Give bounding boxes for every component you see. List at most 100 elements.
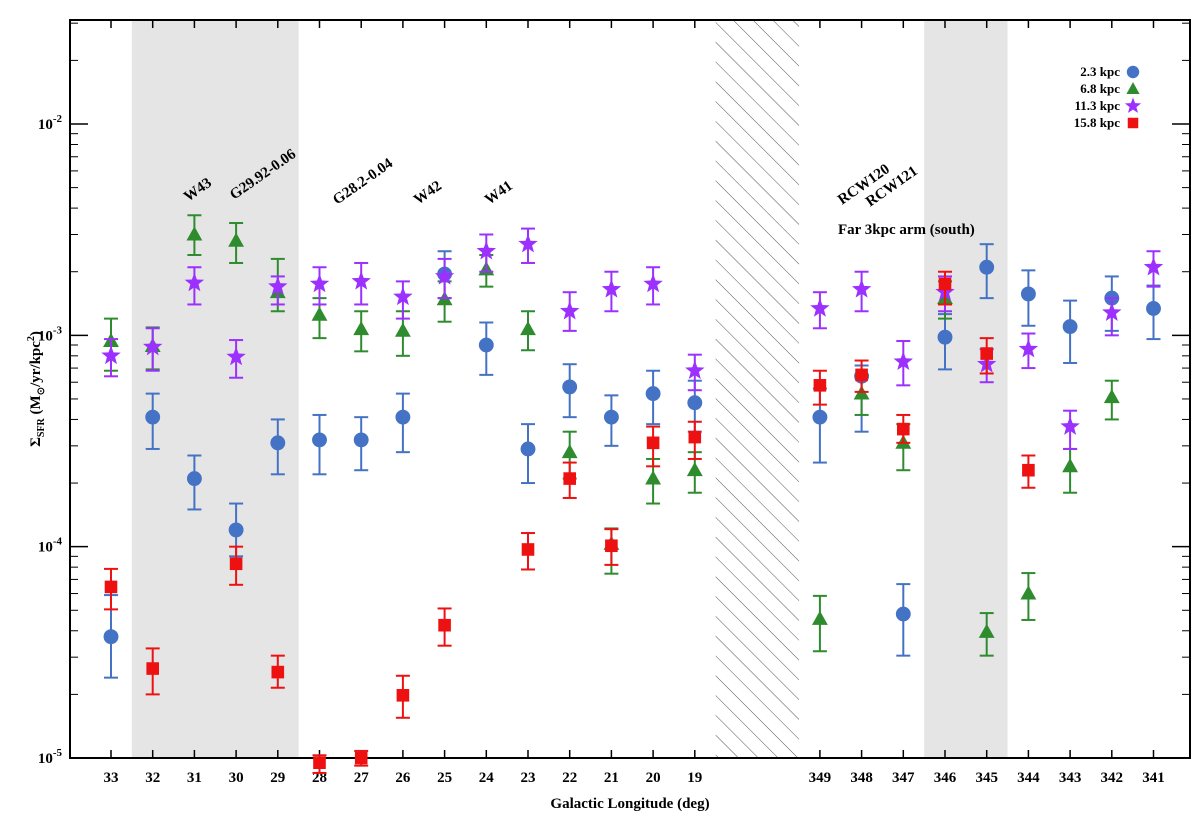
data-point-circle <box>1020 286 1036 302</box>
data-point-square <box>313 756 326 770</box>
data-point-star <box>101 345 121 365</box>
plot-frame <box>69 19 1191 759</box>
y-axis-title-part: 2 <box>26 336 37 341</box>
data-point-circle <box>603 409 619 425</box>
data-point-square <box>688 430 702 444</box>
hatched-gap-region <box>715 20 800 758</box>
y-tick-label: 10-4 <box>38 536 63 556</box>
data-point-star <box>601 279 622 298</box>
data-point-star <box>434 266 455 285</box>
annotation-label: Far 3kpc arm (south) <box>838 222 975 238</box>
data-point-square <box>521 543 535 556</box>
data-point-circle <box>812 409 828 425</box>
x-tick-label: 348 <box>850 770 873 786</box>
data-point-square <box>271 665 285 679</box>
x-axis-title: Galactic Longitude (deg) <box>550 796 709 812</box>
y-axis-title-part: (M <box>28 395 44 418</box>
x-tick-label: 345 <box>975 770 998 786</box>
x-tick-label: 33 <box>104 770 119 786</box>
data-point-square <box>354 751 368 765</box>
x-tick-label: 29 <box>270 770 285 786</box>
data-point-circle <box>1146 301 1161 316</box>
x-tick-label: 23 <box>521 770 536 786</box>
data-point-circle <box>645 386 661 402</box>
data-point-circle <box>520 441 536 457</box>
data-point-circle <box>353 432 369 448</box>
data-point-circle <box>270 435 286 451</box>
x-tick-label: 30 <box>229 770 244 786</box>
data-point-square <box>813 379 827 392</box>
x-tick-label: 342 <box>1101 770 1124 786</box>
data-point-square <box>1022 463 1035 477</box>
data-point-triangle <box>520 320 536 336</box>
annotations: W43 G29.92-0.06 G28.2-0.04 W42 W41 RCW120RCW1… <box>181 146 975 238</box>
data-point-triangle <box>1126 82 1140 94</box>
data-point-square <box>605 539 618 553</box>
data-series <box>101 214 1164 774</box>
data-point-star <box>184 272 205 292</box>
data-point-star <box>643 273 663 293</box>
x-tick-label: 24 <box>479 770 495 786</box>
annotation-label: W42 <box>411 178 445 208</box>
x-tick-label: 28 <box>312 770 327 786</box>
data-point-star <box>143 336 163 356</box>
legend-label: 11.3 kpc <box>1074 98 1120 113</box>
y-axis-title-part: Σ <box>28 437 44 447</box>
y-axis-title: ΣSFR (M⊙/yr/kpc2) <box>26 331 47 447</box>
x-tick-label: 347 <box>892 770 915 786</box>
y-tick-label: 10-5 <box>38 747 63 767</box>
data-point-star <box>226 346 246 366</box>
legend-label: 6.8 kpc <box>1080 81 1120 96</box>
data-point-star <box>1102 302 1122 321</box>
data-point-circle <box>687 395 703 411</box>
data-point-circle <box>979 259 995 275</box>
data-point-square <box>980 347 993 360</box>
data-point-triangle <box>394 322 411 337</box>
data-point-star <box>518 233 538 253</box>
data-point-square <box>438 618 451 632</box>
data-point-triangle <box>1020 585 1037 600</box>
data-point-triangle <box>645 470 662 485</box>
data-point-star <box>1018 338 1039 358</box>
data-point-triangle <box>1103 388 1120 404</box>
data-point-circle <box>895 606 911 622</box>
data-point-triangle <box>186 226 203 241</box>
series-group <box>104 270 1036 774</box>
legend-label: 2.3 kpc <box>1080 64 1120 79</box>
x-tick-label: 346 <box>934 770 957 786</box>
data-point-square <box>897 422 910 436</box>
data-point-circle <box>1062 319 1078 335</box>
data-point-square <box>646 436 660 450</box>
data-point-triangle <box>686 462 703 477</box>
x-tick-label: 31 <box>187 770 202 786</box>
legend: 2.3 kpc 6.8 kpc 11.3 kpc 15.8 kpc <box>1074 64 1142 130</box>
axes: 33 32 31 30 29 28 27 26 25 24 23 22 21 20 19 349 348 347 3… <box>38 20 1190 786</box>
data-point-star <box>476 241 496 260</box>
x-tick-label: 341 <box>1142 770 1165 786</box>
data-point-circle <box>478 337 494 353</box>
x-tick-label: 22 <box>562 770 577 786</box>
data-point-circle <box>186 471 202 487</box>
x-tick-label: 32 <box>145 770 160 786</box>
y-axis-title-part: SFR <box>36 417 47 437</box>
data-point-circle <box>145 409 161 425</box>
data-point-star <box>309 273 330 293</box>
data-point-star <box>1060 416 1080 435</box>
y-tick-label: 10-3 <box>38 324 63 344</box>
data-point-square <box>104 580 118 594</box>
data-point-triangle <box>1062 458 1079 473</box>
data-point-star <box>685 360 705 379</box>
data-point-square <box>855 368 868 382</box>
data-point-star <box>1124 97 1142 113</box>
data-point-triangle <box>228 232 245 247</box>
x-tick-label: 26 <box>395 770 411 786</box>
y-tick-label: 10-2 <box>38 113 63 133</box>
data-point-circle <box>1126 65 1140 79</box>
data-point-star <box>810 298 830 317</box>
data-point-star <box>893 351 913 370</box>
x-tick-label: 343 <box>1059 770 1082 786</box>
data-point-triangle <box>561 443 578 459</box>
data-point-star <box>393 286 413 306</box>
data-point-square <box>396 689 410 702</box>
